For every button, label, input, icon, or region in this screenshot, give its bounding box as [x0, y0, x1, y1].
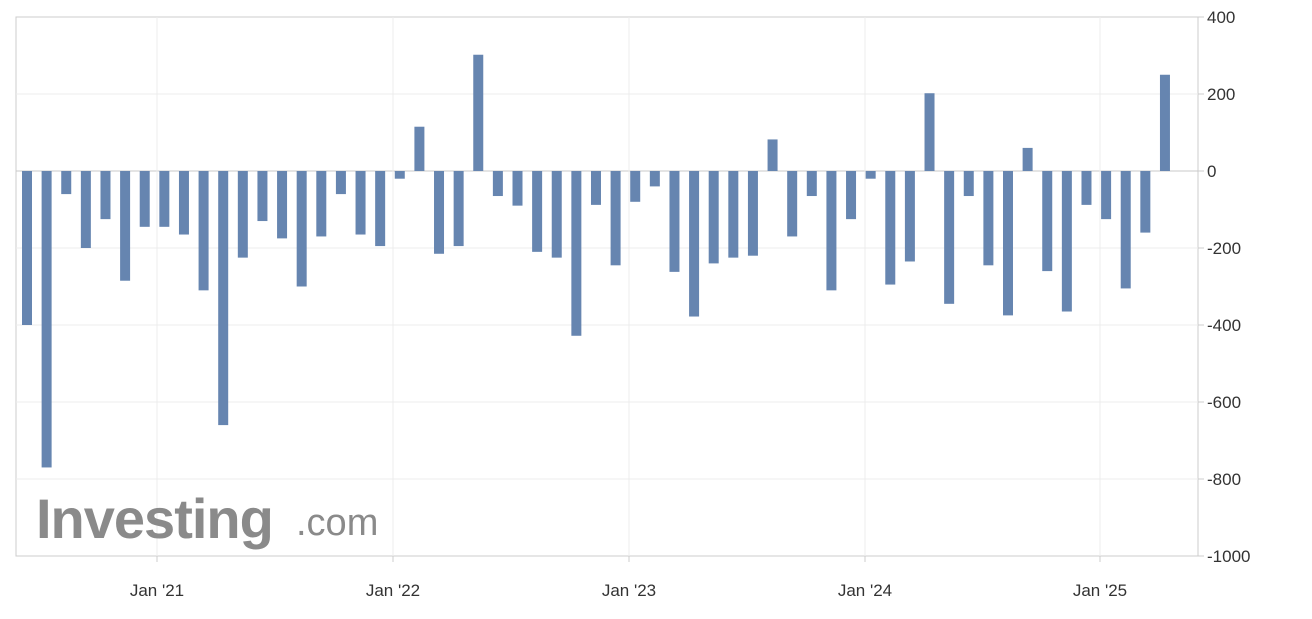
bar[interactable]: [355, 171, 366, 235]
bar[interactable]: [1022, 147, 1033, 171]
bar[interactable]: [532, 171, 543, 252]
bar[interactable]: [316, 171, 327, 237]
bar[interactable]: [120, 171, 131, 281]
bar[interactable]: [924, 93, 935, 171]
x-tick-label: Jan '21: [130, 581, 184, 600]
bar[interactable]: [904, 171, 915, 262]
bar[interactable]: [414, 126, 425, 171]
bar[interactable]: [944, 171, 955, 304]
bar[interactable]: [1159, 74, 1170, 171]
y-tick-label: -800: [1207, 470, 1241, 489]
bar[interactable]: [492, 171, 503, 197]
bar[interactable]: [983, 171, 994, 266]
bar[interactable]: [1101, 171, 1112, 220]
bar[interactable]: [1042, 171, 1053, 272]
y-tick-label: -1000: [1207, 547, 1250, 566]
bar[interactable]: [257, 171, 268, 222]
bar[interactable]: [22, 171, 32, 325]
bar[interactable]: [453, 171, 464, 247]
bar[interactable]: [296, 171, 307, 287]
bar[interactable]: [669, 171, 680, 272]
x-tick-label: Jan '22: [366, 581, 420, 600]
bar[interactable]: [767, 139, 778, 171]
y-tick-label: 200: [1207, 85, 1235, 104]
bar[interactable]: [1081, 171, 1092, 205]
x-axis-ticks: Jan '21 Jan '22 Jan '23 Jan '24 Jan '25: [130, 556, 1127, 600]
bar[interactable]: [728, 171, 739, 258]
bar[interactable]: [571, 171, 582, 336]
y-tick-label: -200: [1207, 239, 1241, 258]
bar[interactable]: [649, 171, 660, 187]
bar[interactable]: [1120, 171, 1131, 289]
watermark-suffix: .com: [296, 502, 378, 544]
y-tick-label: 400: [1207, 8, 1235, 27]
bar[interactable]: [787, 171, 798, 237]
bar[interactable]: [865, 171, 876, 179]
bar[interactable]: [178, 171, 189, 235]
bar[interactable]: [963, 171, 974, 197]
bar[interactable]: [61, 171, 72, 195]
x-tick-label: Jan '23: [602, 581, 656, 600]
bar[interactable]: [159, 171, 170, 227]
bar[interactable]: [139, 171, 150, 227]
bar[interactable]: [590, 171, 601, 205]
bar-series: [22, 54, 1170, 468]
bar[interactable]: [826, 171, 837, 291]
y-axis-ticks: 400 200 0 -200 -400 -600 -800 -1000: [1198, 8, 1250, 566]
bar[interactable]: [198, 171, 209, 291]
bar[interactable]: [610, 171, 621, 266]
bar[interactable]: [335, 171, 346, 195]
x-tick-label: Jan '24: [838, 581, 892, 600]
bar[interactable]: [630, 171, 641, 202]
bar[interactable]: [846, 171, 857, 220]
bar[interactable]: [1061, 171, 1072, 312]
bar[interactable]: [218, 171, 229, 426]
bar[interactable]: [473, 54, 484, 172]
bar[interactable]: [708, 171, 719, 264]
watermark-brand: Investing: [36, 487, 273, 550]
investing-watermark-logo: Investing .com: [36, 487, 378, 550]
bar[interactable]: [1140, 171, 1151, 233]
bar[interactable]: [394, 171, 405, 179]
bar[interactable]: [375, 171, 386, 247]
bar[interactable]: [885, 171, 896, 285]
y-tick-label: 0: [1207, 162, 1216, 181]
x-tick-label: Jan '25: [1073, 581, 1127, 600]
bar[interactable]: [689, 171, 700, 317]
bar[interactable]: [551, 171, 562, 258]
bar[interactable]: [434, 171, 445, 254]
bar[interactable]: [80, 171, 91, 248]
y-tick-label: -600: [1207, 393, 1241, 412]
y-gridlines: [16, 93, 1198, 480]
bar[interactable]: [747, 171, 758, 256]
bar[interactable]: [100, 171, 111, 220]
bar[interactable]: [512, 171, 523, 206]
bar[interactable]: [1003, 171, 1013, 316]
bar[interactable]: [806, 171, 817, 197]
y-tick-label: -400: [1207, 316, 1241, 335]
x-gridlines: [156, 17, 1101, 556]
bar[interactable]: [277, 171, 288, 239]
bar[interactable]: [41, 171, 52, 468]
plot-border: [15, 16, 1199, 557]
bar[interactable]: [237, 171, 248, 258]
